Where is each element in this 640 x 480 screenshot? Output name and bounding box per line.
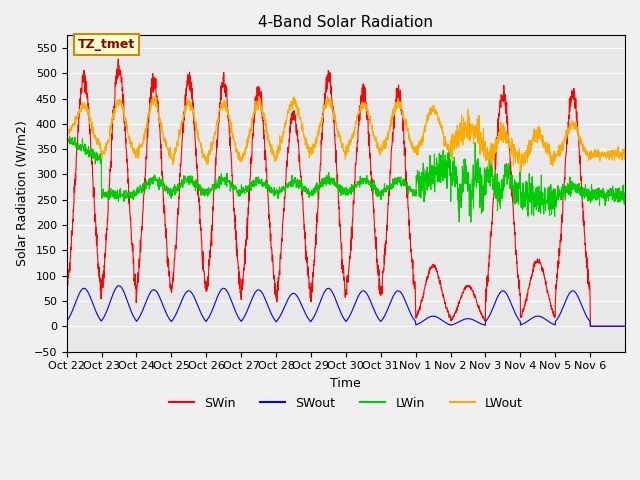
LWin [467, 219, 475, 225]
SWout [614, 324, 621, 329]
LWout [239, 150, 247, 156]
SWout [119, 287, 127, 292]
Line: SWout: SWout [67, 286, 625, 326]
SWin [546, 296, 554, 302]
Title: 4-Band Solar Radiation: 4-Band Solar Radiation [259, 15, 433, 30]
SWin [586, 324, 594, 329]
LWin [515, 193, 522, 199]
SWout [239, 316, 247, 322]
LWout [517, 169, 525, 175]
LWout [380, 145, 387, 151]
LWout [324, 93, 332, 99]
Line: LWout: LWout [67, 96, 625, 172]
LWin [239, 188, 247, 194]
LWin [546, 184, 554, 190]
LWin [621, 192, 629, 198]
SWin [115, 56, 122, 62]
SWout [380, 315, 387, 321]
SWout [115, 283, 123, 288]
LWin [614, 186, 621, 192]
SWin [380, 266, 387, 272]
SWin [515, 274, 522, 279]
SWin [621, 324, 629, 329]
LWout [614, 149, 621, 155]
LWin [380, 188, 387, 193]
LWout [118, 104, 126, 110]
SWout [621, 324, 629, 329]
SWout [63, 318, 70, 324]
Text: TZ_tmet: TZ_tmet [78, 38, 135, 51]
SWout [546, 319, 554, 325]
LWout [546, 152, 554, 158]
Line: SWin: SWin [67, 59, 625, 326]
SWin [614, 324, 621, 329]
SWin [119, 84, 127, 90]
Line: LWin: LWin [67, 136, 625, 222]
LWin [119, 193, 127, 199]
Legend: SWin, SWout, LWin, LWout: SWin, SWout, LWin, LWout [164, 392, 528, 415]
Y-axis label: Solar Radiation (W/m2): Solar Radiation (W/m2) [15, 120, 28, 266]
LWout [63, 129, 70, 134]
SWin [63, 288, 70, 293]
SWin [239, 276, 247, 282]
SWout [586, 324, 594, 329]
LWout [515, 160, 522, 166]
LWout [621, 151, 629, 156]
SWout [515, 316, 522, 322]
LWin [63, 135, 70, 141]
X-axis label: Time: Time [330, 377, 361, 390]
LWin [66, 133, 74, 139]
